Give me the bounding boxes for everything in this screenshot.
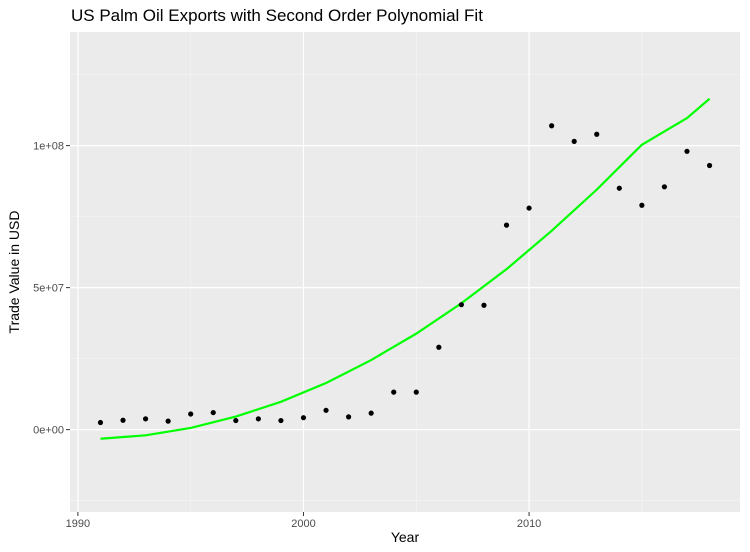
- data-point: [594, 131, 600, 137]
- chart-title: US Palm Oil Exports with Second Order Po…: [71, 6, 483, 25]
- data-point: [458, 302, 464, 308]
- data-point: [706, 162, 713, 169]
- data-point: [188, 411, 194, 417]
- points-layer: [97, 123, 713, 426]
- data-point: [300, 415, 307, 421]
- data-point: [639, 202, 645, 208]
- data-point: [684, 148, 690, 154]
- data-point: [413, 389, 419, 395]
- x-tick-label: 1990: [66, 518, 90, 530]
- data-point: [436, 344, 442, 350]
- data-point: [120, 417, 126, 423]
- fit-layer: [100, 97, 711, 440]
- data-point: [481, 302, 487, 308]
- gridlines: [70, 32, 740, 512]
- polynomial-fit-line: [100, 97, 711, 440]
- data-point: [391, 389, 397, 395]
- data-point: [323, 407, 329, 413]
- data-point: [210, 409, 216, 416]
- data-point: [142, 416, 149, 422]
- y-axis: 0e+00 5e+07 1e+08: [33, 141, 70, 437]
- y-tick-label: 5e+07: [33, 283, 64, 295]
- data-point: [661, 184, 668, 190]
- y-tick-label: 0e+00: [33, 425, 64, 437]
- data-point: [368, 410, 374, 416]
- data-point: [255, 416, 261, 422]
- data-point: [549, 123, 555, 129]
- x-axis-title: Year: [391, 529, 420, 545]
- data-point: [233, 417, 239, 424]
- data-point: [278, 417, 284, 424]
- x-tick-label: 2000: [291, 518, 315, 530]
- data-point: [571, 138, 577, 144]
- data-point: [346, 414, 352, 420]
- y-axis-title: Trade Value in USD: [6, 211, 22, 334]
- data-point: [165, 418, 171, 424]
- x-tick-label: 2010: [517, 518, 541, 530]
- data-point: [503, 222, 510, 228]
- plot-panel: [70, 32, 740, 512]
- data-point: [526, 205, 532, 211]
- data-point: [616, 185, 622, 191]
- data-point: [97, 419, 104, 426]
- y-tick-label: 1e+08: [33, 141, 64, 153]
- x-axis: 1990 2000 2010: [66, 512, 541, 530]
